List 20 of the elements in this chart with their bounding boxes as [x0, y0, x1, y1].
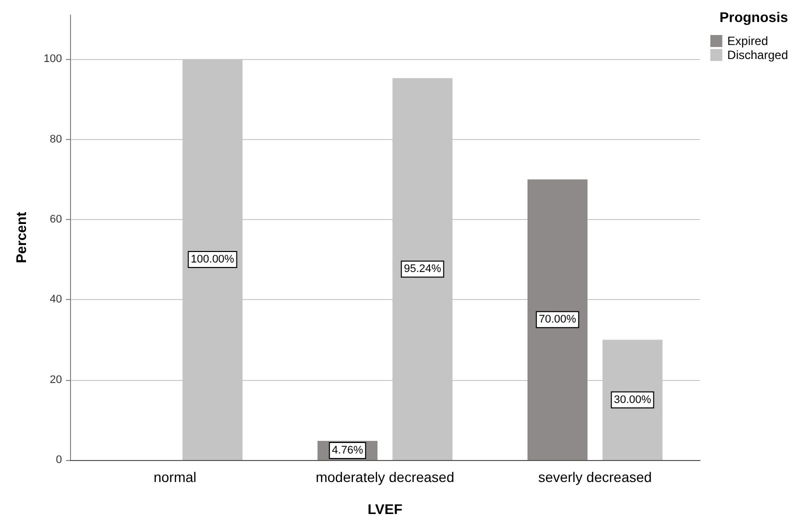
y-tick-label: 40 [50, 294, 62, 306]
x-tick-label: severly decreased [538, 469, 652, 485]
x-axis-title: LVEF [368, 501, 403, 517]
legend-label: Expired [727, 34, 768, 48]
legend-title: Prognosis [720, 9, 788, 25]
data-label: 95.24% [404, 263, 442, 276]
y-tick-label: 80 [50, 133, 62, 146]
data-label: 4.76% [332, 444, 364, 456]
legend-label: Discharged [727, 48, 788, 62]
data-label: 30.00% [614, 394, 652, 406]
y-tick-label: 20 [50, 374, 62, 386]
y-tick-label: 0 [56, 454, 62, 466]
x-tick-label: normal [154, 469, 196, 485]
y-axis-title: Percent [13, 211, 29, 264]
data-label: 70.00% [538, 314, 576, 326]
data-label: 100.00% [190, 254, 234, 266]
bar [528, 179, 588, 460]
y-tick-label: 60 [50, 213, 62, 226]
x-tick-label: moderately decreased [316, 469, 454, 485]
y-tick-label: 100 [44, 53, 62, 66]
